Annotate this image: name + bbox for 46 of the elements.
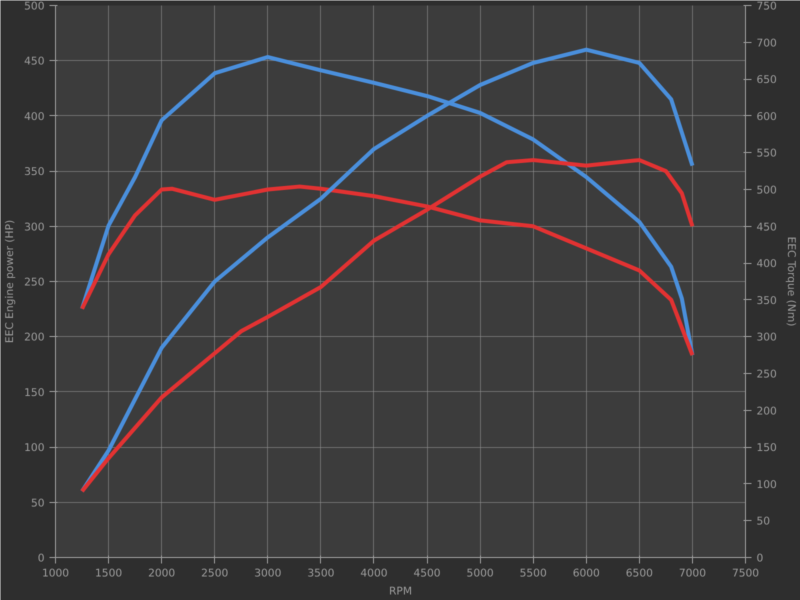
y2-tick-label: 500 (756, 184, 778, 196)
y2-tick-label: 50 (756, 514, 770, 528)
x-tick-label: 5500 (520, 566, 547, 580)
y-tick-label: 350 (24, 165, 45, 178)
y2-tick-label: 700 (756, 36, 778, 50)
x-tick-label: 6000 (572, 566, 600, 580)
x-tick-label: 1000 (42, 566, 70, 580)
y2-tick-label: 600 (756, 110, 778, 123)
y2-tick-label: 650 (756, 73, 778, 86)
x-tick-label: 2000 (148, 566, 176, 580)
y-tick-label: 250 (24, 276, 45, 288)
x-tick-label: 7000 (678, 566, 706, 580)
y2-axis-title: EEC Torque (Nm) (784, 236, 798, 326)
y2-tick-label: 100 (756, 478, 778, 491)
x-tick-label: 1500 (95, 566, 122, 580)
y2-tick-label: 0 (756, 552, 764, 564)
x-tick-label: 5000 (466, 566, 494, 580)
y2-tick-label: 450 (756, 220, 778, 234)
x-tick-label: 6500 (626, 566, 654, 580)
x-tick-label: 4000 (360, 566, 388, 580)
line-series (80, 158, 694, 494)
y2-tick-label: 200 (756, 404, 778, 418)
x-tick-label: 2500 (201, 566, 229, 580)
y-tick-label: 150 (24, 386, 45, 399)
x-tick-label: 3000 (254, 566, 282, 580)
y-tick-label: 200 (24, 330, 45, 344)
y2-tick-label: 300 (756, 330, 778, 344)
y2-tick-label: 150 (756, 441, 778, 454)
y-tick-label: 300 (24, 220, 45, 234)
x-tick-label: 3500 (307, 566, 335, 580)
x-tick-label: 7500 (732, 566, 760, 580)
y2-tick-label: 350 (756, 294, 778, 307)
y2-tick-label: 550 (756, 146, 778, 160)
y2-tick-label: 400 (756, 257, 778, 270)
y-tick-label: 400 (24, 110, 45, 123)
y-tick-label: 100 (24, 441, 45, 454)
y-tick-label: 50 (30, 496, 45, 510)
y-tick-label: 0 (38, 552, 45, 564)
y-tick-label: 500 (24, 0, 45, 12)
line-series (80, 48, 694, 494)
y2-tick-label: 750 (756, 0, 778, 12)
y-axis-title: EEC Engine power (HP) (3, 220, 16, 344)
y-tick-label: 450 (24, 54, 45, 68)
x-tick-label: 4500 (413, 566, 441, 580)
y2-tick-label: 250 (756, 368, 778, 380)
x-axis-title: RPM (388, 584, 412, 598)
